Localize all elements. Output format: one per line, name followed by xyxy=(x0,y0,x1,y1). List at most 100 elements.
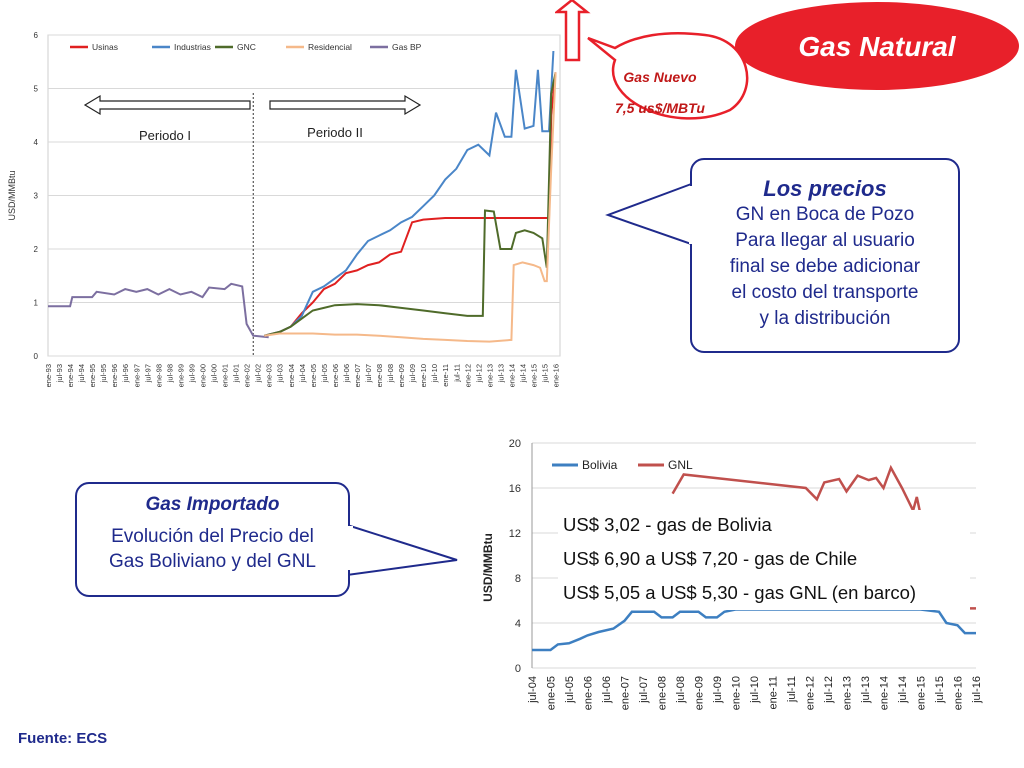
legend-label: GNL xyxy=(668,458,693,472)
x-tick-label: jul-02 xyxy=(254,364,263,383)
y-tick-label: 2 xyxy=(34,245,39,254)
x-tick-label: ene-07 xyxy=(620,676,632,710)
overlay-box xyxy=(558,510,970,610)
x-tick-label: ene-15 xyxy=(530,364,539,387)
x-tick-label: jul-03 xyxy=(276,364,285,383)
y-tick-label: 3 xyxy=(34,192,39,201)
x-tick-label: jul-11 xyxy=(452,364,461,383)
importado-line: Evolución del Precio del xyxy=(111,526,314,547)
x-tick-label: ene-09 xyxy=(694,676,706,710)
precios-pointer xyxy=(605,181,695,247)
x-tick-label: ene-12 xyxy=(463,364,472,387)
legend-label: Gas BP xyxy=(392,42,422,52)
x-tick-label: ene-00 xyxy=(198,364,207,387)
x-tick-label: ene-15 xyxy=(916,676,928,710)
series-line-gas-bp xyxy=(48,282,269,339)
x-tick-label: ene-01 xyxy=(221,364,230,387)
x-tick-label: jul-04 xyxy=(298,364,307,383)
x-tick-label: jul-09 xyxy=(712,676,724,704)
x-tick-label: ene-04 xyxy=(287,364,296,387)
x-tick-label: jul-00 xyxy=(210,364,219,383)
y-tick-label: 5 xyxy=(34,85,39,94)
x-tick-label: ene-95 xyxy=(88,364,97,387)
x-tick-label: jul-13 xyxy=(860,676,872,704)
x-tick-label: ene-13 xyxy=(842,676,854,710)
gas-nuevo-label: Gas Nuevo xyxy=(623,69,697,85)
x-tick-label: ene-98 xyxy=(154,364,163,387)
x-tick-label: ene-08 xyxy=(657,676,669,710)
period-label: Periodo II xyxy=(307,125,363,140)
precios-line: el costo del transporte xyxy=(731,282,919,303)
x-tick-label: ene-16 xyxy=(953,676,965,710)
precios-line: final se debe adicionar xyxy=(729,256,921,277)
x-tick-label: ene-16 xyxy=(552,364,561,387)
overlay-line: US$ 5,05 a US$ 5,30 - gas GNL (en barco) xyxy=(563,582,916,603)
series-line-bolivia xyxy=(532,608,976,652)
x-tick-label: ene-09 xyxy=(397,364,406,387)
x-tick-label: jul-98 xyxy=(165,364,174,383)
x-tick-label: ene-11 xyxy=(441,364,450,387)
precios-heading: Los precios xyxy=(763,176,887,201)
x-tick-label: ene-03 xyxy=(265,364,274,387)
precios-line: GN en Boca de Pozo xyxy=(735,204,915,225)
y-axis-label: USD/MMBtu xyxy=(7,170,17,220)
x-tick-label: jul-07 xyxy=(364,364,373,383)
x-tick-label: ene-14 xyxy=(879,676,891,710)
x-tick-label: ene-12 xyxy=(805,676,817,710)
precios-callout: Los precios GN en Boca de Pozo Para lleg… xyxy=(690,158,960,353)
y-tick-label: 0 xyxy=(34,352,39,361)
title-ellipse: Gas Natural xyxy=(735,2,1019,90)
x-tick-label: jul-12 xyxy=(474,364,483,383)
x-tick-label: jul-05 xyxy=(564,676,576,704)
x-tick-label: ene-06 xyxy=(331,364,340,387)
right-arrow-icon xyxy=(269,94,422,116)
y-tick-label: 4 xyxy=(34,138,39,147)
x-tick-label: jul-08 xyxy=(386,364,395,383)
x-tick-label: jul-96 xyxy=(121,364,130,383)
legend-label: Bolivia xyxy=(582,458,618,472)
x-tick-label: jul-05 xyxy=(320,364,329,383)
y-tick-label: 0 xyxy=(515,663,521,675)
y-axis-label: USD/MMBtu xyxy=(481,533,495,602)
x-tick-label: ene-93 xyxy=(44,364,53,387)
importado-pointer xyxy=(346,523,458,577)
x-tick-label: jul-06 xyxy=(601,676,613,704)
overlay-line: US$ 6,90 a US$ 7,20 - gas de Chile xyxy=(563,548,857,569)
importado-callout: Gas Importado Evolución del Precio del G… xyxy=(75,482,350,597)
x-tick-label: jul-14 xyxy=(897,676,909,704)
overlay-line: US$ 3,02 - gas de Bolivia xyxy=(563,514,772,535)
import-price-chart: 0 4 8 12 16 20 USD/MMBtu jul-04 ene-05 jul-05 ene-… xyxy=(481,438,983,710)
importado-heading: Gas Importado xyxy=(145,494,280,515)
y-tick-label: 16 xyxy=(509,483,521,495)
x-tick-label: ene-02 xyxy=(243,364,252,387)
page-title: Gas Natural xyxy=(798,31,956,62)
y-tick-label: 4 xyxy=(515,618,521,630)
x-tick-label: ene-96 xyxy=(110,364,119,387)
y-tick-label: 1 xyxy=(34,299,39,308)
legend-label: Usinas xyxy=(92,42,118,52)
x-tick-label: jul-09 xyxy=(408,364,417,383)
legend-label: Residencial xyxy=(308,42,352,52)
precios-line: y la distribución xyxy=(759,308,891,329)
legend-label: Industrias xyxy=(174,42,211,52)
x-tick-label: jul-16 xyxy=(971,676,983,704)
x-tick-label: jul-01 xyxy=(232,364,241,383)
x-tick-label: ene-06 xyxy=(583,676,595,710)
x-tick-label: ene-97 xyxy=(132,364,141,387)
x-tick-label: jul-14 xyxy=(518,364,527,383)
x-tick-label: jul-04 xyxy=(527,676,539,704)
x-tick-label: ene-10 xyxy=(731,676,743,710)
y-tick-label: 12 xyxy=(509,528,521,540)
x-tick-label: jul-93 xyxy=(55,364,64,383)
importado-line: Gas Boliviano y del GNL xyxy=(109,551,316,572)
up-arrow-icon xyxy=(555,0,591,62)
x-tick-label: jul-15 xyxy=(934,676,946,704)
series-line-industrias xyxy=(264,50,555,337)
callout-bubble xyxy=(587,32,749,120)
y-tick-label: 6 xyxy=(34,31,39,40)
x-tick-label: ene-10 xyxy=(419,364,428,387)
gas-nuevo-callout: Gas Nuevo 7,5 us$/MBTu xyxy=(555,0,749,120)
x-tick-label: jul-95 xyxy=(99,364,108,383)
y-tick-label: 20 xyxy=(509,438,521,450)
x-tick-label: jul-97 xyxy=(143,364,152,383)
